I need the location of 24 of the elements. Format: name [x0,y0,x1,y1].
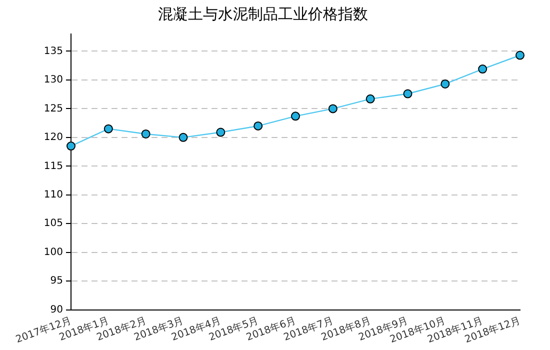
y-tick-label: 100 [44,246,63,258]
point [516,50,524,60]
point [366,94,375,104]
point [254,121,263,130]
y-tick-label: 115 [44,160,63,172]
y-tick-label: 125 [44,103,63,114]
point [291,112,300,121]
y-tick-label: 120 [44,132,63,144]
y-tick-label: 95 [50,276,63,287]
point [403,89,412,98]
point [178,132,188,142]
y-tick-label: 135 [44,46,63,57]
y-tick-label: 110 [44,189,63,200]
chart-title: 混凝土与水泥制品工业价格指数 [158,4,368,23]
point [104,124,113,134]
point [216,128,226,137]
point [66,142,76,151]
point [440,79,450,88]
point [478,64,488,74]
point [141,129,150,138]
y-tick-label: 130 [44,74,63,86]
y-tick-label: 90 [50,304,63,316]
point [328,104,338,114]
y-tick-label: 105 [44,218,63,230]
